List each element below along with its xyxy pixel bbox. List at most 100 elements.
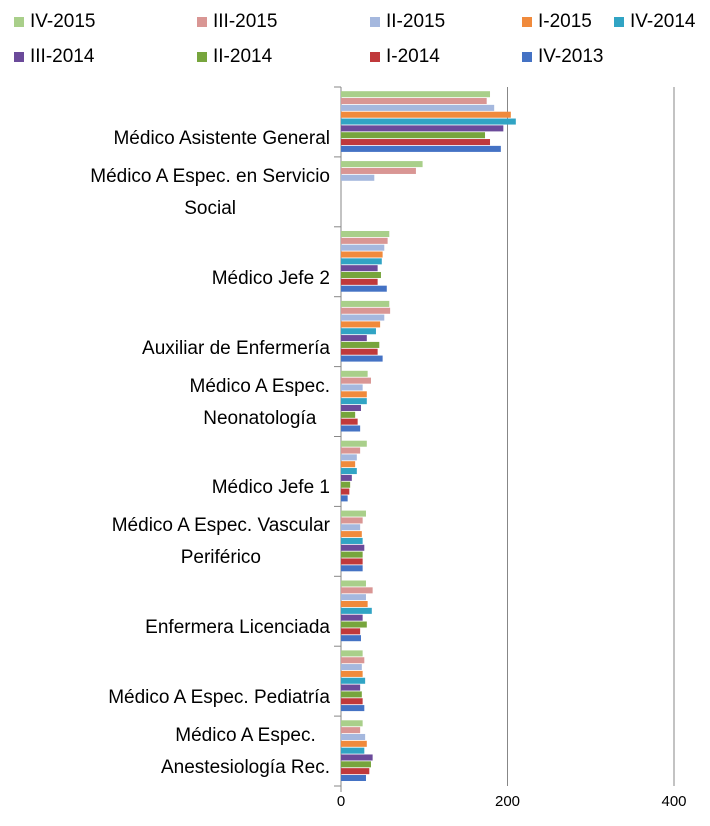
y-tick-label: Médico A Espec. Vascular Periférico	[111, 515, 330, 569]
bar	[341, 125, 504, 132]
bar	[341, 614, 363, 621]
bar	[341, 747, 365, 754]
bar	[341, 145, 501, 152]
bar	[341, 118, 516, 125]
bar	[341, 481, 351, 488]
bar	[341, 265, 378, 272]
bar	[341, 580, 366, 587]
legend-swatch	[197, 52, 207, 62]
y-tick-label: Médico A Espec. en Servicio Social	[90, 165, 330, 219]
legend-label: IV-2013	[538, 46, 604, 67]
x-tick-label: 400	[661, 793, 686, 810]
bar	[341, 594, 366, 601]
y-tick-label: Auxiliar de Enfermería	[142, 337, 330, 359]
bar	[341, 272, 381, 279]
bar	[341, 551, 363, 558]
legend-swatch	[14, 52, 24, 62]
bar	[341, 670, 363, 677]
legend-label: I-2014	[386, 46, 440, 67]
bar	[341, 677, 366, 684]
bar	[341, 425, 361, 432]
legend-swatch	[614, 17, 624, 27]
bar	[341, 664, 362, 671]
bar	[341, 733, 366, 740]
bar	[341, 278, 378, 285]
bar	[341, 384, 363, 391]
bar	[341, 754, 373, 761]
legend-label: IV-2014	[630, 11, 696, 32]
y-tick-label: Médico Asistente General	[113, 127, 330, 149]
bar	[341, 510, 366, 517]
bar	[341, 377, 371, 384]
bar	[341, 607, 372, 614]
bar	[341, 537, 363, 544]
bar	[341, 355, 383, 362]
bar	[341, 370, 368, 377]
legend-swatch	[197, 17, 207, 27]
bar	[341, 761, 371, 768]
bar	[341, 768, 370, 775]
bar	[341, 657, 365, 664]
bar	[341, 628, 361, 635]
bar	[341, 524, 361, 531]
bar	[341, 705, 365, 712]
legend-label: I-2015	[538, 11, 592, 32]
bar	[341, 411, 356, 418]
bar	[341, 418, 358, 425]
bar	[341, 691, 362, 698]
bar	[341, 447, 361, 454]
bar	[341, 341, 380, 348]
bar	[341, 495, 348, 502]
bar	[341, 440, 367, 447]
legend-swatch	[522, 52, 532, 62]
bar	[341, 474, 352, 481]
bar	[341, 454, 357, 461]
bar	[341, 740, 367, 747]
bar	[341, 774, 366, 782]
y-tick-label: Enfermera Licenciada	[145, 617, 330, 639]
bar	[341, 635, 361, 642]
bar	[341, 404, 361, 412]
bar	[341, 565, 363, 572]
y-tick-label: Médico A Espec. Pediatría	[108, 687, 330, 709]
legend-label: II-2015	[386, 11, 445, 32]
bar	[341, 587, 373, 594]
bar	[341, 698, 363, 705]
bar	[341, 720, 363, 727]
bar	[341, 650, 363, 657]
y-tick-label: Médico Jefe 2	[211, 267, 330, 289]
bar	[341, 328, 376, 335]
legend-label: III-2014	[30, 46, 95, 67]
bar	[341, 544, 365, 551]
bar	[341, 461, 356, 468]
bar	[341, 98, 487, 105]
x-tick-label: 0	[337, 793, 345, 810]
bar	[341, 161, 423, 168]
bar	[341, 258, 382, 265]
bar	[341, 237, 388, 244]
bar	[341, 307, 391, 314]
legend-swatch	[522, 17, 532, 27]
bar	[341, 321, 381, 328]
bar	[341, 300, 390, 307]
bar	[341, 558, 363, 565]
bar	[341, 488, 350, 495]
legend-label: IV-2015	[30, 11, 96, 32]
bar	[341, 91, 491, 98]
legend-label: II-2014	[213, 46, 273, 67]
bar	[341, 600, 368, 608]
bar	[341, 139, 491, 146]
bar	[341, 621, 367, 628]
bar	[341, 251, 383, 258]
bar	[341, 517, 363, 524]
bar	[341, 132, 486, 139]
bar	[341, 335, 367, 342]
y-tick-label: Médico Jefe 1	[211, 477, 330, 499]
bar	[341, 244, 385, 251]
y-tick-label: Médico A Espec. Neonatología	[189, 375, 330, 429]
legend-swatch	[14, 17, 24, 27]
legend-swatch	[370, 17, 380, 27]
bar	[341, 285, 387, 292]
